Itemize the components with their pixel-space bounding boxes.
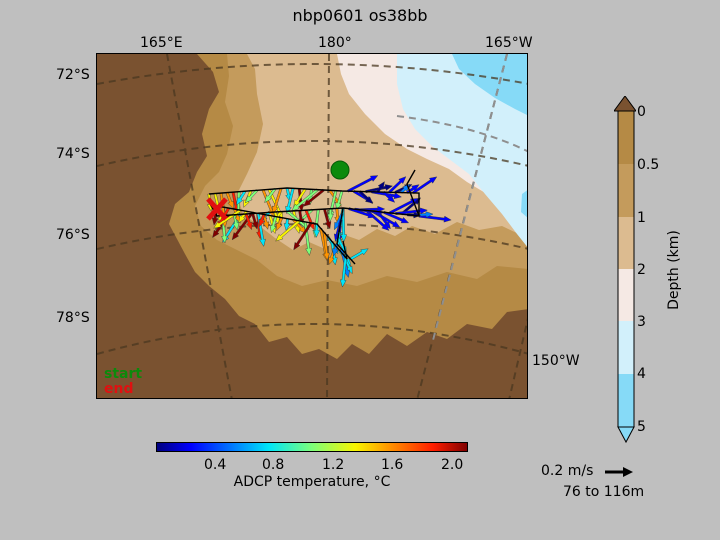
graticule-sea — [396, 54, 527, 345]
velocity-arrow — [258, 213, 266, 228]
velocity-arrow — [302, 188, 325, 207]
depth-colorbar-label: Depth (km) — [666, 230, 682, 310]
depth-colorbar-top-extend — [614, 96, 636, 112]
velocity-arrow — [244, 213, 253, 231]
temperature-colorbar-label: ADCP temperature, °C — [233, 474, 391, 490]
velocity-arrow — [388, 198, 419, 215]
velocity-arrow — [327, 208, 334, 222]
velocity-arrow — [236, 190, 247, 206]
velocity-arrow — [291, 188, 319, 212]
temp-tick-0-8: 0.8 — [262, 457, 285, 473]
depth-colorbar — [614, 96, 636, 444]
depth-band-3 — [618, 269, 634, 321]
velocity-arrow — [412, 176, 438, 195]
velocity-arrow — [376, 181, 385, 193]
lon-label-150w: 150°W — [532, 353, 580, 369]
velocity-arrow — [335, 190, 344, 211]
velocity-arrow — [213, 208, 242, 229]
lat-label-74s: 74°S — [56, 146, 90, 162]
start-marker — [330, 160, 350, 180]
depth-tick-5: 5 — [637, 419, 646, 435]
bathymetry-map — [97, 54, 527, 398]
velocity-arrow — [349, 248, 369, 261]
end-marker — [206, 197, 228, 221]
lat-label-78s: 78°S — [56, 310, 90, 326]
depth-band-0 — [618, 111, 634, 164]
lat-label-72s: 72°S — [56, 67, 90, 83]
depth-band-5 — [618, 374, 634, 427]
lon-label-180: 180° — [318, 35, 352, 51]
velocity-arrow — [275, 219, 301, 242]
velocity-arrow — [276, 216, 284, 232]
depth-tick-2: 2 — [637, 262, 646, 278]
start-legend-label: start — [104, 366, 143, 382]
vector-key-arrow — [605, 467, 633, 477]
end-legend-label: end — [104, 381, 134, 397]
depth-tick-0: 0 — [637, 104, 646, 120]
temp-tick-2-0: 2.0 — [441, 457, 464, 473]
map-panel — [96, 53, 528, 399]
temp-tick-1-2: 1.2 — [322, 457, 345, 473]
velocity-arrow — [395, 207, 428, 215]
lon-label-165w: 165°W — [485, 35, 533, 51]
velocity-arrow — [225, 191, 234, 210]
depth-colorbar-bottom-extend — [617, 426, 635, 444]
velocity-arrow — [264, 187, 277, 204]
depth-band-2 — [618, 217, 634, 269]
velocity-arrow — [347, 175, 379, 193]
velocity-arrow — [388, 176, 407, 194]
figure-title: nbp0601 os38bb — [292, 6, 428, 25]
depth-band-4 — [618, 321, 634, 374]
depth-tick-0-5: 0.5 — [637, 157, 660, 173]
lon-label-165e: 165°E — [140, 35, 183, 51]
temp-tick-1-6: 1.6 — [381, 457, 404, 473]
velocity-arrow — [232, 214, 240, 231]
depth-tick-1: 1 — [637, 210, 646, 226]
deep-4-5-region — [452, 54, 527, 218]
velocity-arrow — [293, 222, 313, 251]
vector-key-depth-range: 76 to 116m — [563, 484, 645, 500]
depth-tick-3: 3 — [637, 314, 646, 330]
temperature-colorbar — [156, 442, 468, 452]
lat-label-76s: 76°S — [56, 227, 90, 243]
vector-key-speed: 0.2 m/s — [541, 463, 594, 479]
velocity-arrow — [244, 189, 259, 204]
temp-tick-0-4: 0.4 — [204, 457, 227, 473]
vector-field — [207, 175, 452, 288]
velocity-arrow — [323, 208, 332, 230]
velocity-arrow — [283, 218, 291, 232]
velocity-arrow — [270, 216, 278, 234]
depth-tick-4: 4 — [637, 366, 646, 382]
depth-band-1 — [618, 164, 634, 217]
ship-track — [208, 169, 420, 265]
velocity-arrow — [272, 187, 283, 215]
velocity-arrow — [323, 232, 330, 261]
